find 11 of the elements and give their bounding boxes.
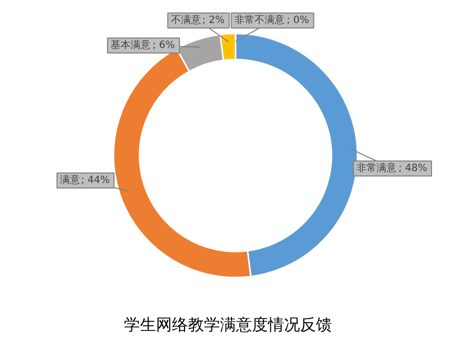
slice-label: 不满意 <box>170 14 201 26</box>
data-label: ; 2% <box>202 15 225 26</box>
slice-label: 非常满意 <box>356 162 396 174</box>
data-label: ; 44% <box>81 175 110 186</box>
text: ; 0% <box>286 15 310 26</box>
data-label: ; 48% <box>398 163 428 174</box>
slice-label: 满意 <box>60 174 80 186</box>
slice-label: 基本满意 <box>110 39 150 51</box>
text: 学生网络教学满意度情况反馈 <box>124 315 332 334</box>
category-label: 非常不满意 <box>234 15 284 26</box>
data-label: ; 6% <box>152 40 175 51</box>
